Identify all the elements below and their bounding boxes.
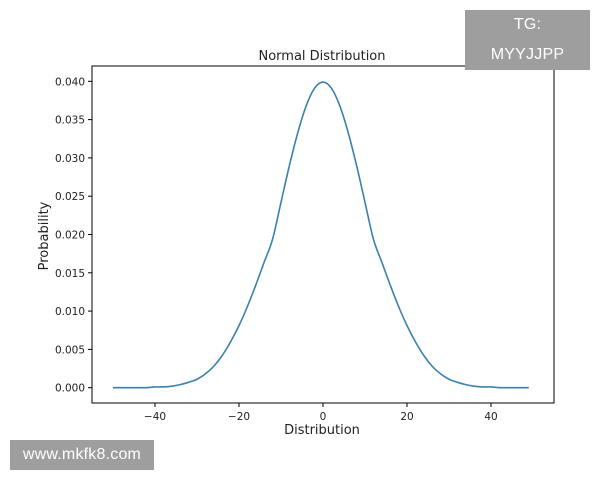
plot-area: −40 −20 0 20 40 0.0000.0050.0100.0150.0200.0… (55, 65, 555, 423)
x-tick-label: 0 (320, 411, 327, 423)
x-tick-label: 40 (484, 411, 497, 423)
x-axis-label: Distribution (284, 423, 360, 438)
y-tick-label: 0.040 (55, 76, 85, 88)
x-tick-label: 20 (400, 411, 413, 423)
chart-title: Normal Distribution (258, 49, 385, 64)
y-tick-label: 0.015 (55, 268, 85, 280)
normal-distribution-line (113, 81, 529, 389)
y-tick-label: 0.005 (55, 344, 85, 356)
y-tick-label: 0.020 (55, 230, 85, 242)
y-tick-label: 0.010 (55, 306, 85, 318)
y-tick-label: 0.000 (55, 383, 85, 395)
x-tick-label: −20 (228, 411, 250, 423)
y-axis-label: Probability (37, 201, 52, 270)
watermark-bottom-left: www.mkfk8.com (10, 440, 154, 470)
y-tick-label: 0.035 (55, 115, 85, 127)
y-tick-label: 0.030 (55, 153, 85, 165)
watermark-top-right: TG: MYYJJPP (465, 10, 590, 70)
x-axis-ticks: −40 −20 0 20 40 (144, 403, 498, 423)
plot-frame (91, 65, 555, 404)
y-axis-ticks: 0.000 0.005 0.010 0.015 0.020 0.025 0.030 0.035… (55, 76, 92, 395)
y-tick-label: 0.025 (55, 191, 85, 203)
x-tick-label: −40 (144, 411, 166, 423)
